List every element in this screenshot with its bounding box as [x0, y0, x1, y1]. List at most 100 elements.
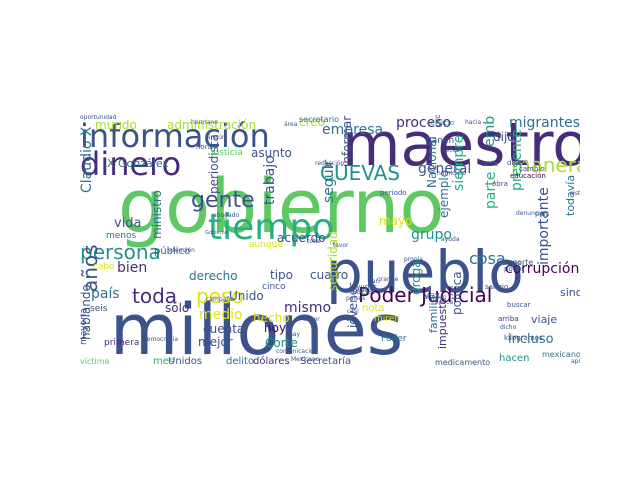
cloud-word: dólares: [253, 356, 290, 367]
cloud-word: proceso: [396, 115, 452, 131]
cloud-word: hecho: [253, 311, 290, 325]
cloud-word: tiempo: [208, 207, 335, 248]
cloud-word: ayudar: [352, 283, 377, 291]
cloud-word: cada: [481, 160, 498, 168]
cloud-word: corrupción: [505, 261, 580, 277]
cloud-word: salario: [485, 283, 509, 291]
cloud-word: Poder Judicial: [358, 283, 493, 307]
cloud-word: parte: [483, 171, 499, 209]
cloud-word: miren: [374, 314, 401, 324]
cloud-word: ayuda: [441, 236, 460, 243]
cloud-word: maestro: [342, 115, 580, 180]
cloud-word: favor: [333, 242, 349, 249]
cloud-word: empresa: [322, 122, 384, 138]
cloud-word: través: [502, 260, 521, 267]
cloud-word: atención: [169, 247, 195, 254]
cloud-word: Secretaría: [300, 356, 352, 367]
cloud-word: cuenta: [203, 322, 245, 336]
cloud-word: secretario: [299, 115, 339, 124]
cloud-word: medicamento: [435, 358, 491, 367]
cloud-word: mejor: [198, 335, 233, 349]
cloud-word: Unidos: [168, 356, 203, 367]
cloud-word: gente: [191, 188, 255, 213]
cloud-word: millones: [110, 289, 404, 370]
cloud-word: ningún: [205, 134, 226, 141]
cloud-word: ganan: [426, 136, 455, 146]
cloud-word: época: [435, 299, 454, 306]
cloud-word: Unido: [229, 289, 264, 303]
cloud-word: menos: [106, 231, 137, 241]
cloud-word: X González: [107, 157, 169, 170]
cloud-word: Gobierno: [205, 230, 228, 236]
cloud-word: hoy: [264, 321, 287, 335]
cloud-word: Mexicano: [291, 356, 320, 363]
cloud-word: saber: [303, 316, 320, 323]
cloud-word: creo: [299, 115, 325, 129]
cloud-word: país: [91, 286, 120, 302]
cloud-word: dicen: [507, 159, 526, 167]
cloud-word: importante: [536, 187, 552, 265]
cloud-word: pueblo: [326, 238, 524, 306]
cloud-word: administración: [167, 118, 257, 132]
cloud-word: grande: [377, 276, 399, 283]
cloud-word: periodo: [380, 189, 407, 197]
cloud-word: gobierno: [118, 164, 445, 250]
cloud-word: países: [346, 295, 366, 302]
cloud-word: mayoría: [80, 308, 89, 345]
cloud-word: trabajo: [262, 155, 278, 205]
cloud-word: dinero: [80, 145, 182, 183]
cloud-word: pueden: [424, 294, 447, 301]
cloud-word: ejemplo: [437, 169, 451, 218]
cloud-word: obra: [492, 180, 508, 188]
cloud-word: política: [450, 271, 464, 315]
cloud-word: país: [535, 210, 550, 218]
cloud-word: democracia: [143, 336, 179, 343]
cloud-word: deporte: [502, 258, 534, 267]
cloud-word: sólo: [165, 301, 190, 315]
cloud-word: aunque: [249, 240, 283, 250]
cloud-word: hacen: [499, 353, 530, 364]
cloud-word: arriba: [498, 315, 519, 323]
cloud-word: apoyo: [571, 358, 580, 365]
cloud-word: Cuál: [353, 287, 367, 294]
cloud-word: seis: [90, 304, 108, 314]
cloud-word: mundo: [95, 118, 137, 132]
cloud-word: vez: [424, 291, 440, 301]
cloud-word: hay: [289, 331, 301, 338]
cloud-word: público: [154, 246, 191, 257]
cloud-word: derecho: [189, 269, 238, 283]
cloud-word: Poder: [381, 334, 407, 344]
cloud-word: cosa: [469, 249, 506, 268]
cloud-word: dicho: [500, 324, 517, 331]
cloud-word: educación: [510, 172, 546, 180]
cloud-word: mexicano: [542, 350, 580, 359]
cloud-word: seguridad: [326, 231, 340, 291]
word-cloud: gobierno millones pueblo maestro tiempo infor…: [80, 115, 580, 370]
cloud-word: reducción: [315, 160, 345, 167]
cloud-word: mismo: [284, 300, 332, 316]
cloud-word: mayo: [379, 214, 413, 228]
cloud-word: sistema: [570, 190, 580, 197]
cloud-word: servicio: [427, 119, 454, 127]
cloud-word: área: [284, 121, 298, 128]
cloud-word: total: [307, 238, 321, 245]
cloud-word: mes: [153, 356, 175, 367]
cloud-word: asunto: [251, 146, 292, 160]
cloud-word: buscar: [507, 301, 531, 309]
cloud-word: casi: [347, 308, 359, 315]
cloud-word: droga: [409, 260, 423, 295]
cloud-word: vida: [114, 216, 142, 231]
cloud-word: acuerdo: [277, 231, 326, 245]
cloud-word: primera: [104, 338, 140, 348]
cloud-word: denuncia: [516, 210, 544, 217]
cloud-word: cuatro: [310, 268, 349, 282]
cloud-word: propia: [404, 256, 423, 263]
cloud-word: veces: [442, 147, 460, 154]
cloud-word: CUEVAS: [320, 161, 401, 185]
cloud-word: cabo: [93, 262, 115, 272]
cloud-word: Claudio X: [80, 126, 95, 194]
cloud-word: oportunidad: [80, 115, 117, 121]
cloud-word: dijo: [493, 130, 515, 144]
cloud-word: información: [80, 117, 270, 155]
cloud-word: grupo: [411, 227, 452, 243]
